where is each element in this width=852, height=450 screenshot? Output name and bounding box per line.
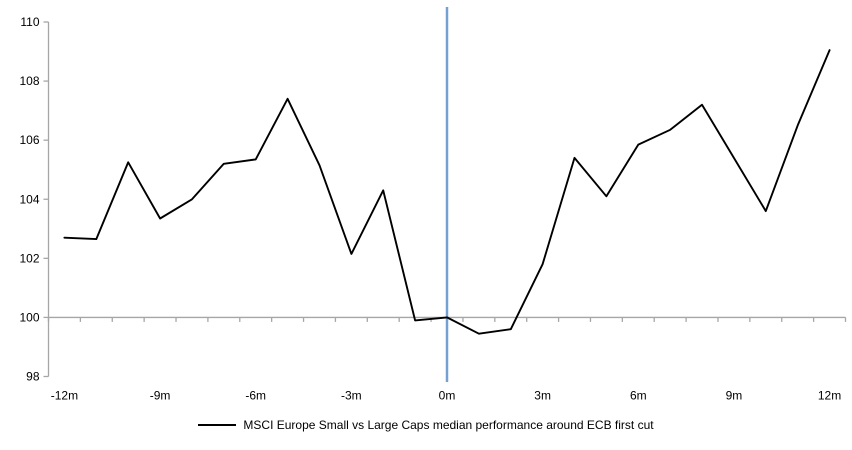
x-tick-label: -3m	[341, 389, 362, 403]
y-tick-label: 110	[20, 15, 39, 29]
legend-line-sample-icon	[198, 424, 237, 426]
y-tick-label: 106	[19, 133, 39, 147]
x-tick-label: 12m	[818, 389, 841, 403]
x-tick-label: -12m	[51, 389, 78, 403]
y-tick-label: 100	[19, 310, 39, 324]
x-tick-label: 0m	[439, 389, 456, 403]
y-tick-label: 108	[19, 74, 39, 88]
legend: MSCI Europe Small vs Large Caps median p…	[0, 416, 852, 434]
y-tick-label: 102	[19, 251, 39, 265]
x-tick-label: -9m	[150, 389, 171, 403]
y-tick-label: 104	[19, 192, 39, 206]
x-tick-label: 9m	[726, 389, 743, 403]
x-tick-label: 6m	[630, 389, 647, 403]
x-tick-label: -6m	[245, 389, 266, 403]
series-line	[63, 49, 831, 335]
y-tick-label: 98	[26, 370, 40, 384]
x-tick-label: 3m	[534, 389, 551, 403]
legend-label: MSCI Europe Small vs Large Caps median p…	[243, 418, 654, 432]
